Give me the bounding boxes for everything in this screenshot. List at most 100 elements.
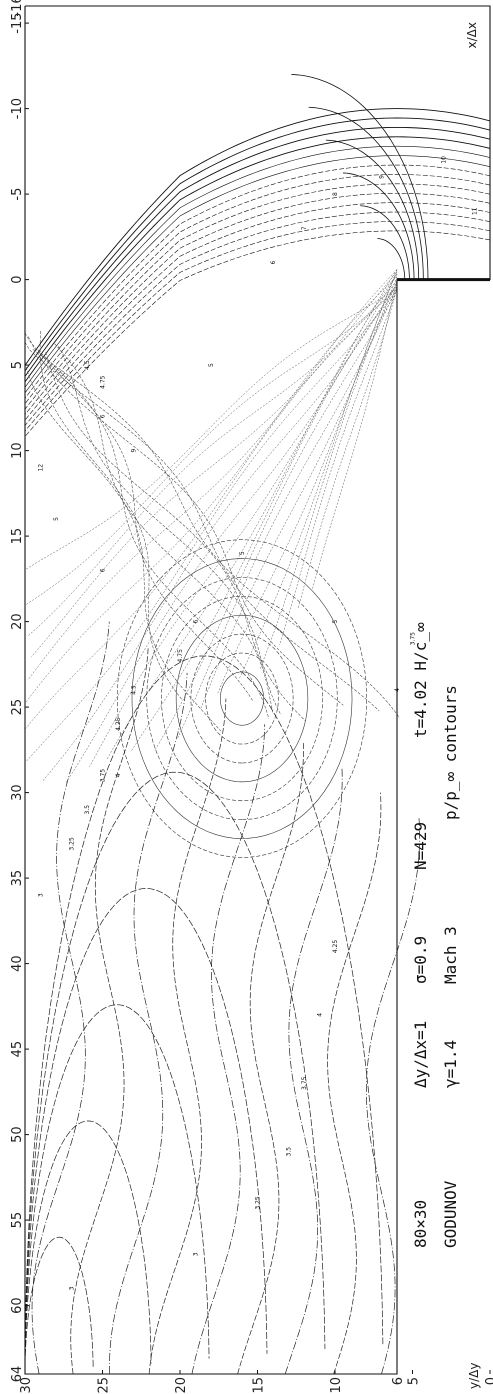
contour-label: 3.5 [84,805,91,815]
y-tick-group: 5 [407,1377,422,1385]
x-tick-group: 64 [10,1366,25,1383]
contour-label: 6 [193,620,200,624]
contour-line [131,558,353,839]
contour-label: 8 [332,192,339,196]
contour-line [25,211,490,426]
contour-label-group: 9 [131,449,138,453]
caption-group: σ=0.9 [411,936,430,984]
y-tick-label: 20 [174,1377,189,1394]
contour-line [25,362,222,732]
contour-line [39,330,183,700]
x-tick-label: -15 [10,12,25,33]
caption-group: γ=1.4 [441,1040,460,1088]
contour-line [25,155,490,393]
caption-group: Δy/Δx=1 [411,1021,430,1088]
x-tick-label: -10 [10,98,25,119]
contour-label-group: 12 [38,464,45,472]
contour-label-group: 7 [301,226,308,230]
contour-label-group: 5 [208,363,215,367]
contour-label-group: 3.25 [69,837,76,851]
x-tick-label: 45 [10,1041,25,1058]
caption-group: Mach 3 [441,926,460,984]
contour-line [25,771,326,1375]
contour-line [25,174,490,404]
contour-label-group: 3.25 [255,1196,262,1210]
contour-label: 5 [239,551,246,555]
contour-label: 4.5 [84,360,91,370]
contour-label-group: 6 [270,260,277,264]
contour-label-group: 3 [69,1286,76,1290]
step-corner [397,278,490,282]
contour-line [25,289,398,762]
x-tick-group: 50 [10,1126,25,1143]
y-tick-label: 25 [97,1377,112,1394]
contour-label: 4.5 [131,685,138,695]
y-tick-label: 15 [252,1377,267,1394]
contour-line [308,106,424,280]
contour-label: 10 [441,156,448,164]
contour-line [220,671,264,726]
contour-line [25,136,490,383]
contour-label-group: 3.75 [301,1076,308,1090]
contour-line [291,74,429,280]
contour-label: 4 [115,773,122,777]
contour-line [175,614,309,783]
contour-line [25,117,490,372]
x-tick-group: 55 [10,1212,25,1229]
contour-label-group: 4.5 [84,360,91,370]
contour-label-group: 4.25 [332,940,339,954]
contour-line [259,280,398,669]
caption-group: GODUNOV [441,1180,460,1248]
contour-line [327,792,382,1375]
caption-group: 80×30 [411,1200,430,1248]
caption-text: Mach 3 [441,926,460,984]
x-tick-group: 5 [10,361,25,369]
contour-label: 6 [100,568,107,572]
contour-line [279,288,398,646]
y-tick-group: 15 [252,1377,267,1394]
x-tick-label: 30 [10,784,25,801]
x-tick-group: 60 [10,1297,25,1314]
contour-line [30,271,398,658]
x-tick-label: 15 [10,528,25,545]
x-tick-group: -5 [10,188,25,201]
contour-label-group: 6 [193,620,200,624]
contour-line [25,332,254,702]
contour-line [25,230,490,437]
contour-line [45,352,306,722]
contour-line [365,818,420,1375]
contour-label: 5 [332,620,339,624]
contour-line [25,145,490,388]
plot-caption: GODUNOV γ=1.4 Mach 3 p/p_∞ contours 80×30 Δy/… [411,622,460,1248]
contour-label: 3.75 [301,1076,308,1090]
contour-line [25,342,380,712]
contour-line [284,766,343,1375]
contour-line [25,202,490,421]
contour-label-group: 11 [472,207,479,215]
contour-lines [25,74,490,1375]
contour-label-group: 8 [332,192,339,196]
contour-label: 11 [472,207,479,215]
contour-label: 4.75 [177,649,184,663]
contour-line [342,172,415,280]
x-tick-label: -5 [10,188,25,201]
contour-line [25,126,490,377]
contour-line [297,288,398,609]
contour-line [360,205,410,280]
y-tick-group: 20 [174,1377,189,1394]
contour-line [190,633,294,764]
contour-label: 3.75 [410,632,417,646]
contour-line [146,577,338,821]
contour-label: 4.25 [332,940,339,954]
contour-line [237,741,304,1375]
x-tick-group: -15 [10,12,25,33]
x-tick-label: 55 [10,1212,25,1229]
x-tick-group: 30 [10,784,25,801]
x-tick-label: -16 [10,0,25,17]
y-tick-group: 0 [484,1377,493,1385]
contour-label: 7 [301,226,308,230]
contour-line [27,280,398,637]
x-tick-label: 5 [10,361,25,369]
x-tick-group: -10 [10,98,25,119]
contour-line [109,672,188,1375]
